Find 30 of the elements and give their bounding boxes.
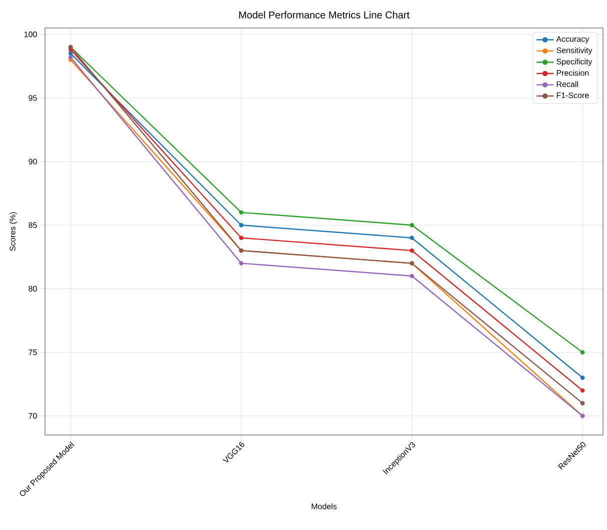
point (410, 248, 414, 253)
point (239, 222, 244, 228)
point (68, 51, 73, 56)
point (580, 376, 585, 380)
y-tick-label: 90 (28, 158, 37, 164)
x-axis-title: Models (312, 503, 337, 510)
y-tick-label: 95 (28, 95, 37, 101)
point (410, 236, 414, 240)
y-tick-label: 85 (28, 222, 37, 228)
y-tick-label: 70 (28, 413, 37, 419)
legend-label: Specificity (556, 58, 592, 66)
point (410, 222, 414, 228)
legend-label: Precision (556, 70, 589, 76)
point (580, 388, 585, 393)
legend-label: Sensitivity (556, 47, 592, 55)
y-tick-label: 100 (24, 32, 37, 38)
legend-label: F1-Score (556, 92, 589, 98)
point (410, 274, 414, 278)
point (580, 401, 585, 406)
chart-title: Model Performance Metrics Line Chart (239, 11, 410, 18)
y-tick-label: 75 (28, 350, 37, 356)
y-axis-title: Scores (%) (10, 212, 17, 251)
point (68, 55, 73, 60)
point (239, 236, 244, 240)
legend-label: Accuracy (556, 36, 590, 44)
point (239, 261, 244, 266)
point (239, 210, 244, 215)
point (580, 350, 585, 355)
y-tick-label: 80 (28, 286, 37, 292)
legend-label: Recall (556, 81, 578, 88)
